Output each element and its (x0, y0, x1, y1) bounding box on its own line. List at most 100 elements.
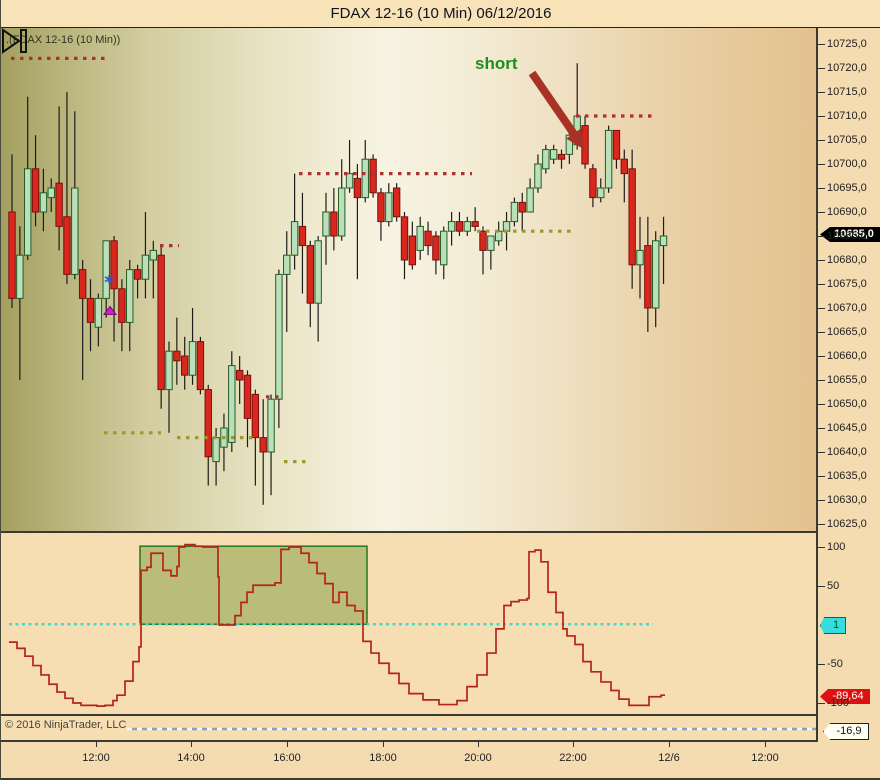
price-axis-tick (818, 332, 825, 333)
candle-body (228, 365, 236, 443)
time-axis-tick (765, 742, 766, 747)
time-axis-label: 22:00 (559, 752, 587, 764)
candle-body (330, 211, 338, 237)
candle-body (251, 393, 260, 439)
time-axis-label: 18:00 (369, 752, 397, 764)
price-axis-label: 10695,0 (827, 182, 867, 194)
osc-axis-label: -50 (827, 658, 843, 670)
candle-body (275, 273, 283, 400)
candle-body (479, 230, 487, 251)
oscillator-panel[interactable] (1, 533, 816, 716)
osc-axis-tick (818, 664, 825, 665)
candle-body (534, 163, 542, 189)
candle-body (212, 437, 220, 463)
oscillator-signal-badge: 1 (820, 617, 846, 634)
candle-body (267, 398, 275, 453)
price-axis-tick (818, 404, 825, 405)
price-axis-tick (818, 164, 825, 165)
price-axis-tick (818, 452, 825, 453)
time-axis-tick (287, 742, 288, 747)
copyright-label: © 2016 NinjaTrader, LLC (5, 719, 127, 731)
osc-axis-tick (818, 703, 825, 704)
price-axis-label: 10625,0 (827, 518, 867, 530)
candle-body (71, 187, 79, 275)
candle-body (16, 254, 24, 299)
candle-body (8, 211, 16, 299)
candle-body (86, 297, 95, 323)
price-axis-label: 10700,0 (827, 158, 867, 170)
candle-body (440, 230, 448, 266)
bottom-indicator-badge: -16,9 (823, 723, 869, 740)
price-axis[interactable]: 10685,0 1 -89,64 -16,9 10725,0 10720,0 107… (816, 28, 880, 742)
chart-title: FDAX 12-16 (10 Min) 06/12/2016 (330, 5, 552, 22)
candle-body (63, 216, 71, 275)
price-axis-tick (818, 188, 825, 189)
price-axis-label: 10680,0 (827, 254, 867, 266)
candle-body (118, 288, 126, 323)
oscillator-value-badge: -89,64 (820, 689, 870, 704)
candle-body (338, 187, 346, 237)
candle-body (173, 350, 181, 362)
price-axis-label: 10685,0 (827, 230, 867, 242)
short-arrow-head (566, 128, 585, 150)
candle-body (345, 173, 354, 189)
candle-body (181, 355, 189, 376)
entry-triangle-marker (103, 305, 117, 315)
time-axis[interactable]: 12:00 14:00 16:00 18:00 20:00 22:00 12/6 12:00 (1, 742, 880, 780)
candle-body (620, 158, 628, 175)
osc-axis-tick (818, 547, 825, 548)
osc-axis-tick (818, 586, 825, 587)
candle-body (39, 192, 48, 213)
candle-body (110, 240, 118, 290)
osc-axis-label: 50 (827, 580, 840, 592)
candle-body (659, 235, 668, 247)
candle-body (94, 297, 103, 328)
candle-body (141, 254, 150, 280)
candle-body (290, 221, 299, 256)
time-axis-label: 12:00 (82, 752, 110, 764)
candle-body (565, 134, 574, 155)
play-step-icon[interactable] (1, 28, 29, 54)
time-axis-tick (383, 742, 384, 747)
time-axis-label: 14:00 (177, 752, 205, 764)
price-axis-label: 10665,0 (827, 326, 867, 338)
price-axis-tick (818, 356, 825, 357)
price-chart-panel[interactable]: .(FDAX 12-16 (10 Min)) short (1, 28, 816, 533)
time-axis-label: 12:00 (751, 752, 779, 764)
price-axis-label: 10690,0 (827, 206, 867, 218)
candle-body (157, 254, 165, 391)
price-axis-label: 10670,0 (827, 302, 867, 314)
price-axis-tick (818, 212, 825, 213)
time-axis-tick (573, 742, 574, 747)
candle-body (495, 230, 503, 242)
candle-body (188, 341, 197, 376)
price-axis-label: 10660,0 (827, 350, 867, 362)
short-arrow-shaft (528, 70, 581, 141)
price-axis-label: 10675,0 (827, 278, 867, 290)
candle-body (392, 187, 401, 218)
candle-body (133, 269, 142, 280)
price-axis-label: 10715,0 (827, 86, 867, 98)
time-axis-tick (478, 742, 479, 747)
price-axis-tick (818, 476, 825, 477)
candle-body (165, 350, 173, 391)
time-axis-tick (669, 742, 670, 747)
candle-body (149, 249, 158, 261)
osc-axis-label: -100 (827, 697, 850, 709)
price-axis-label: 10630,0 (827, 494, 867, 506)
candle-body (416, 225, 424, 251)
short-annotation: short (475, 54, 518, 73)
osc-axis-label: 100 (827, 541, 846, 553)
price-axis-tick (818, 524, 825, 525)
candle-body (243, 374, 252, 419)
time-axis-tick (191, 742, 192, 747)
last-price-badge: 10685,0 (820, 227, 880, 242)
price-axis-tick (818, 500, 825, 501)
price-axis-tick (818, 92, 825, 93)
candle-body (487, 235, 495, 251)
price-axis-tick (818, 236, 825, 237)
candlestick-chart[interactable] (1, 28, 816, 531)
snowflake-marker (104, 276, 114, 283)
oscillator-chart[interactable] (1, 533, 816, 714)
